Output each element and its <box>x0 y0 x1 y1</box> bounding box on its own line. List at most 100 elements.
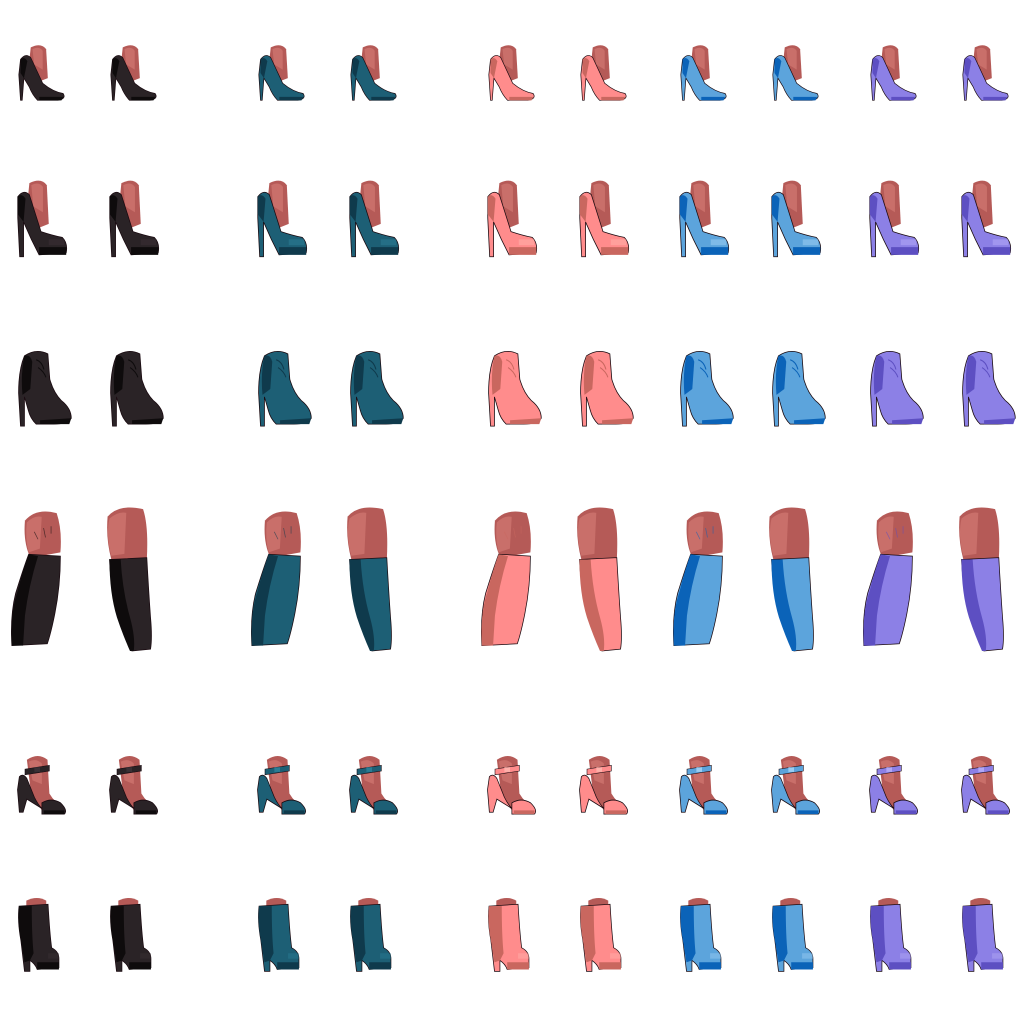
pump-heel-icon-purple-b <box>954 44 1016 114</box>
platform-bootie-icon <box>258 897 300 972</box>
boot-shaft-icon <box>11 511 61 647</box>
platform-bootie-icon-teal-b <box>342 894 400 978</box>
boot-shaft-icon-teal-b <box>342 500 398 662</box>
strap-sandal-icon <box>771 756 820 815</box>
pump-heel-icon-teal-b <box>342 44 404 114</box>
strap-sandal-icon-blue-a <box>672 752 732 820</box>
strap-sandal-icon-pink-b <box>572 752 632 820</box>
pump-heel-icon-purple-a <box>862 44 924 114</box>
ankle-bootie-icon-blue-b <box>764 350 828 430</box>
strap-sandal-icon <box>257 756 306 815</box>
platform-bootie-icon-pink-a <box>480 894 538 978</box>
platform-pump-icon <box>109 180 160 258</box>
platform-pump-icon-black-b <box>102 176 164 262</box>
strap-sandal-icon <box>487 756 536 815</box>
ankle-bootie-icon-black-a <box>10 350 74 430</box>
platform-pump-icon-blue-b <box>764 176 826 262</box>
platform-pump-icon <box>961 180 1012 258</box>
boot-shaft-icon <box>769 507 814 652</box>
pump-heel-icon <box>110 45 157 101</box>
pump-heel-icon-teal-a <box>250 44 312 114</box>
boot-shaft-icon <box>251 511 301 647</box>
platform-bootie-icon-blue-a <box>672 894 730 978</box>
platform-pump-icon-teal-a <box>250 176 312 262</box>
strap-sandal-icon <box>109 756 158 815</box>
platform-bootie-icon-blue-b <box>764 894 822 978</box>
platform-pump-icon-purple-a <box>862 176 924 262</box>
strap-sandal-icon <box>17 756 66 815</box>
pump-heel-icon <box>580 45 627 101</box>
pump-heel-icon-blue-b <box>764 44 826 114</box>
platform-bootie-icon-teal-a <box>250 894 308 978</box>
platform-pump-icon-purple-b <box>954 176 1016 262</box>
strap-sandal-icon-blue-b <box>764 752 824 820</box>
strap-sandal-icon <box>961 756 1010 815</box>
pump-heel-icon <box>772 45 819 101</box>
ankle-bootie-icon-black-b <box>102 350 166 430</box>
ankle-bootie-icon-blue-a <box>672 350 736 430</box>
platform-pump-icon <box>257 180 308 258</box>
platform-pump-icon-teal-b <box>342 176 404 262</box>
platform-bootie-icon <box>962 897 1004 972</box>
platform-bootie-icon-black-b <box>102 894 160 978</box>
platform-pump-icon <box>17 180 68 258</box>
strap-sandal-icon <box>869 756 918 815</box>
platform-pump-icon-black-a <box>10 176 72 262</box>
pump-heel-icon <box>870 45 917 101</box>
boot-shaft-icon <box>577 507 622 652</box>
ankle-bootie-icon-teal-b <box>342 350 406 430</box>
boot-shaft-icon-black-b <box>102 500 158 662</box>
pump-heel-icon <box>258 45 305 101</box>
platform-bootie-icon <box>680 897 722 972</box>
pump-heel-icon <box>350 45 397 101</box>
boot-shaft-icon-pink-b <box>572 500 628 662</box>
pump-heel-icon <box>488 45 535 101</box>
boot-shaft-icon <box>959 507 1004 652</box>
platform-bootie-icon <box>772 897 814 972</box>
ankle-bootie-icon-pink-b <box>572 350 636 430</box>
strap-sandal-icon-black-b <box>102 752 162 820</box>
strap-sandal-icon-teal-a <box>250 752 310 820</box>
boot-shaft-icon-purple-a <box>862 504 918 666</box>
boot-shaft-icon <box>481 511 531 647</box>
platform-bootie-icon <box>488 897 530 972</box>
ankle-bootie-icon <box>580 351 634 427</box>
ankle-bootie-icon <box>18 351 72 427</box>
boot-shaft-icon <box>863 511 913 647</box>
ankle-bootie-icon <box>962 351 1016 427</box>
boot-shaft-icon-purple-b <box>954 500 1010 662</box>
pump-heel-icon <box>18 45 65 101</box>
platform-bootie-icon-purple-a <box>862 894 920 978</box>
platform-bootie-icon <box>350 897 392 972</box>
ankle-bootie-icon <box>110 351 164 427</box>
strap-sandal-icon-purple-b <box>954 752 1014 820</box>
pump-heel-icon-blue-a <box>672 44 734 114</box>
ankle-bootie-icon <box>772 351 826 427</box>
boot-shaft-icon <box>347 507 392 652</box>
platform-pump-icon <box>579 180 630 258</box>
ankle-bootie-icon-teal-a <box>250 350 314 430</box>
platform-bootie-icon <box>580 897 622 972</box>
platform-pump-icon-pink-b <box>572 176 634 262</box>
platform-pump-icon <box>679 180 730 258</box>
ankle-bootie-icon <box>680 351 734 427</box>
boot-shaft-icon-blue-a <box>672 504 728 666</box>
boot-shaft-icon <box>673 511 723 647</box>
ankle-bootie-icon-pink-a <box>480 350 544 430</box>
ankle-bootie-icon-purple-a <box>862 350 926 430</box>
ankle-bootie-icon <box>870 351 924 427</box>
platform-bootie-icon <box>110 897 152 972</box>
ankle-bootie-icon <box>488 351 542 427</box>
pump-heel-icon-black-a <box>10 44 72 114</box>
platform-bootie-icon-purple-b <box>954 894 1012 978</box>
platform-pump-icon <box>349 180 400 258</box>
platform-pump-icon <box>487 180 538 258</box>
platform-bootie-icon <box>18 897 60 972</box>
platform-pump-icon-pink-a <box>480 176 542 262</box>
pump-heel-icon <box>680 45 727 101</box>
pump-heel-icon-pink-a <box>480 44 542 114</box>
platform-pump-icon <box>771 180 822 258</box>
strap-sandal-icon <box>579 756 628 815</box>
boot-shaft-icon <box>107 507 152 652</box>
platform-pump-icon-blue-a <box>672 176 734 262</box>
